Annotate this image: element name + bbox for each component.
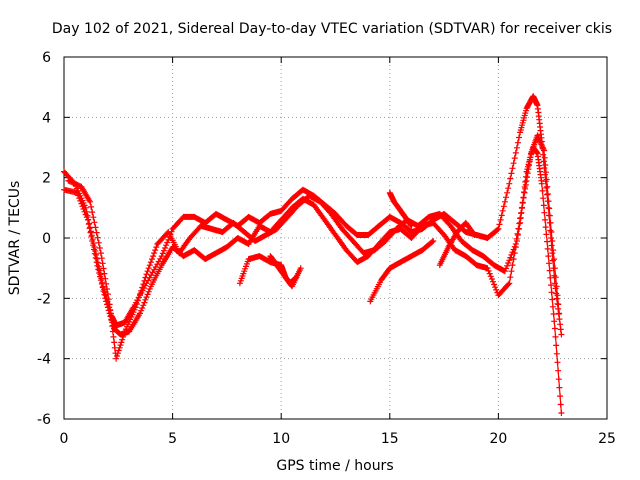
chart-title: Day 102 of 2021, Sidereal Day-to-day VTE… bbox=[52, 21, 612, 37]
series-trace bbox=[63, 146, 562, 414]
series-plus-markers bbox=[436, 219, 478, 269]
y-tick-label: -2 bbox=[37, 291, 51, 307]
x-axis-label: GPS time / hours bbox=[276, 458, 393, 474]
series-segment-7 bbox=[436, 219, 478, 269]
series-plus-markers bbox=[367, 238, 437, 305]
series-segment-8 bbox=[386, 189, 415, 229]
x-tick-label: 25 bbox=[598, 431, 616, 447]
series-trace bbox=[67, 134, 560, 360]
y-tick-label: 6 bbox=[42, 50, 51, 66]
series-plus-markers bbox=[386, 189, 415, 229]
x-axis-ticks: 0 5 10 15 20 25 bbox=[60, 57, 616, 447]
series-plus-markers bbox=[267, 253, 300, 287]
series-track-2 bbox=[61, 144, 565, 416]
series-plus-markers bbox=[61, 144, 565, 416]
y-axis-label: SDTVAR / TECUs bbox=[7, 181, 23, 296]
x-tick-label: 15 bbox=[381, 431, 399, 447]
series-track-3 bbox=[65, 132, 563, 362]
series-segment-5 bbox=[267, 253, 300, 287]
x-tick-label: 10 bbox=[272, 431, 290, 447]
y-tick-label: 0 bbox=[42, 231, 51, 247]
y-tick-label: 2 bbox=[42, 171, 51, 187]
x-tick-label: 5 bbox=[168, 431, 177, 447]
x-tick-label: 0 bbox=[60, 431, 69, 447]
y-axis-ticks: -6 -4 -2 0 2 4 6 bbox=[37, 50, 607, 428]
y-tick-label: -6 bbox=[37, 412, 51, 428]
y-tick-label: -4 bbox=[37, 352, 51, 368]
series-segment-6 bbox=[367, 238, 437, 305]
data-series bbox=[61, 93, 565, 416]
x-tick-label: 20 bbox=[489, 431, 507, 447]
series-plus-markers bbox=[65, 132, 563, 362]
y-tick-label: 4 bbox=[42, 110, 51, 126]
